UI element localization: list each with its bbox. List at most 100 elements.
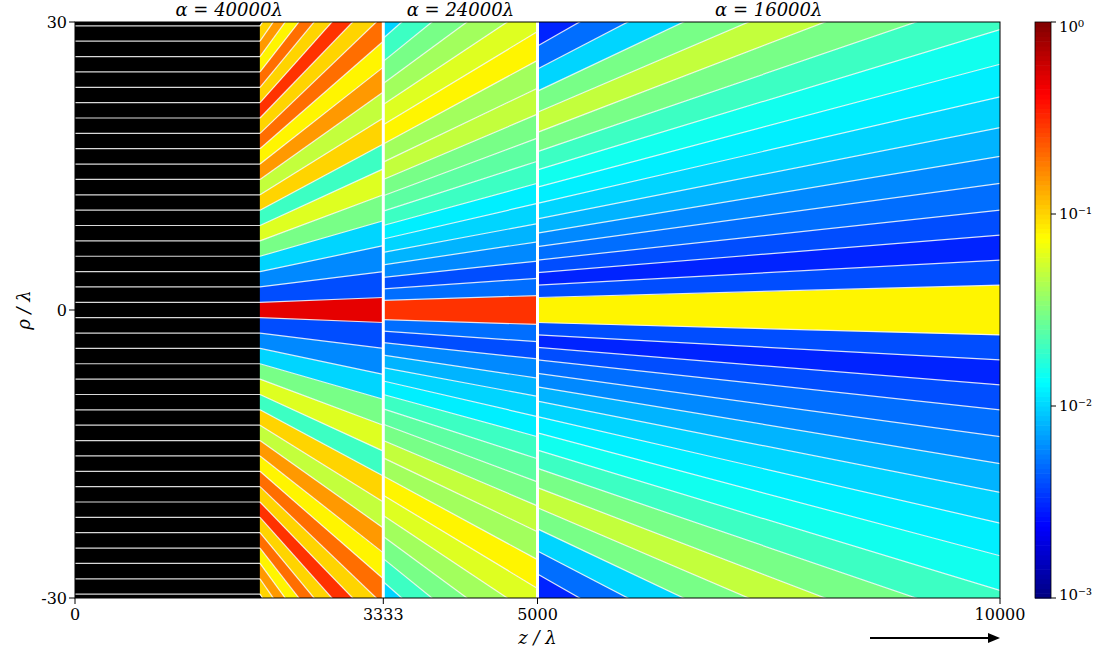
ray-line bbox=[538, 97, 1001, 204]
ray-line bbox=[75, 547, 260, 548]
ray-line bbox=[260, 298, 383, 303]
colorbar-step bbox=[1035, 123, 1051, 128]
ray-line bbox=[75, 532, 260, 533]
ray-line bbox=[538, 529, 1001, 598]
ray-line bbox=[538, 22, 1001, 46]
colorbar-step bbox=[1035, 420, 1051, 425]
ray-line bbox=[260, 118, 383, 195]
colorbar-step bbox=[1035, 492, 1051, 497]
colorbar-step bbox=[1035, 329, 1051, 334]
intensity-band bbox=[538, 22, 1001, 69]
ray-line bbox=[383, 22, 537, 105]
ray-line bbox=[260, 441, 383, 528]
colorbar-step bbox=[1035, 65, 1051, 70]
colorbar-step bbox=[1035, 334, 1051, 339]
colorbar-step bbox=[1035, 550, 1051, 555]
x-tick-label: 10000 bbox=[975, 605, 1026, 624]
ray-line bbox=[75, 225, 260, 226]
ray-line bbox=[538, 183, 1001, 246]
colorbar-step bbox=[1035, 99, 1051, 104]
colorbar-step bbox=[1035, 545, 1051, 550]
colorbar-step bbox=[1035, 555, 1051, 560]
ray-line bbox=[383, 22, 537, 61]
ray-line bbox=[75, 163, 260, 164]
y-tick-label: 30 bbox=[47, 13, 67, 32]
panel-title: α = 16000λ bbox=[715, 0, 822, 20]
ray-line bbox=[260, 456, 383, 553]
colorbar-step bbox=[1035, 89, 1051, 94]
ray-line bbox=[383, 22, 537, 83]
ray-line bbox=[75, 102, 260, 103]
ray-line bbox=[75, 256, 260, 257]
ray-line bbox=[383, 320, 537, 325]
ray-line bbox=[538, 417, 1001, 524]
colorbar-step bbox=[1035, 137, 1051, 142]
x-tick-label: 0 bbox=[70, 605, 80, 624]
ray-line bbox=[75, 409, 260, 410]
ray-line bbox=[383, 242, 537, 265]
arrow-line bbox=[870, 637, 992, 639]
ray-line bbox=[538, 488, 1001, 598]
panel-title: α = 24000λ bbox=[407, 0, 514, 20]
colorbar-step bbox=[1035, 108, 1051, 113]
intensity-band bbox=[383, 296, 537, 325]
colorbar-step bbox=[1035, 252, 1051, 257]
ray-line bbox=[260, 41, 383, 149]
colorbar-step bbox=[1035, 478, 1051, 483]
x-axis-title: z / λ bbox=[517, 627, 556, 648]
ray-line bbox=[538, 373, 1001, 436]
colorbar-step bbox=[1035, 425, 1051, 430]
ray-line bbox=[538, 285, 1001, 297]
ray-line bbox=[538, 22, 1001, 69]
colorbar-step bbox=[1035, 75, 1051, 80]
ray-line bbox=[538, 260, 1001, 285]
intensity-band bbox=[538, 22, 1001, 91]
colorbar-step bbox=[1035, 372, 1051, 377]
colorbar-tick bbox=[1051, 406, 1056, 407]
colorbar-step bbox=[1035, 46, 1051, 51]
ray-line bbox=[75, 194, 260, 195]
colorbar-step bbox=[1035, 512, 1051, 517]
intensity-band bbox=[260, 318, 383, 349]
ray-line bbox=[75, 394, 260, 395]
x-tick bbox=[1000, 598, 1001, 604]
ray-line bbox=[538, 210, 1001, 260]
colorbar-step bbox=[1035, 233, 1051, 238]
colorbar-step bbox=[1035, 36, 1051, 41]
ray-line bbox=[75, 486, 260, 487]
colorbar-step bbox=[1035, 516, 1051, 521]
ray-line bbox=[538, 450, 1001, 590]
ray-line bbox=[383, 114, 537, 179]
ray-line bbox=[383, 582, 537, 598]
panel-title: α = 40000λ bbox=[175, 0, 282, 20]
ray-line bbox=[383, 368, 537, 397]
colorbar-step bbox=[1035, 200, 1051, 205]
ray-line bbox=[260, 318, 383, 323]
colorbar-step bbox=[1035, 190, 1051, 195]
ray-line bbox=[260, 425, 383, 502]
colorbar-step bbox=[1035, 497, 1051, 502]
ray-line bbox=[260, 333, 383, 348]
colorbar-tick-label: 10⁻² bbox=[1059, 397, 1092, 415]
y-tick-label: -30 bbox=[41, 589, 67, 608]
colorbar-step bbox=[1035, 56, 1051, 61]
colorbar-step bbox=[1035, 483, 1051, 488]
ray-line bbox=[260, 272, 383, 287]
colorbar-step bbox=[1035, 473, 1051, 478]
ray-line bbox=[260, 22, 383, 26]
colorbar-tick bbox=[1051, 22, 1056, 23]
colorbar-step bbox=[1035, 300, 1051, 305]
ray-line bbox=[538, 401, 1001, 492]
arrow-head bbox=[988, 633, 1000, 643]
ray-line bbox=[75, 210, 260, 211]
panel-divider bbox=[382, 22, 385, 598]
colorbar-step bbox=[1035, 387, 1051, 392]
colorbar-step bbox=[1035, 454, 1051, 459]
colorbar-step bbox=[1035, 214, 1051, 219]
ray-line bbox=[260, 594, 383, 598]
ray-line bbox=[383, 203, 537, 239]
panel-divider bbox=[536, 22, 539, 598]
colorbar-step bbox=[1035, 204, 1051, 209]
colorbar-step bbox=[1035, 22, 1051, 27]
y-axis-title: ρ / λ bbox=[13, 290, 34, 331]
